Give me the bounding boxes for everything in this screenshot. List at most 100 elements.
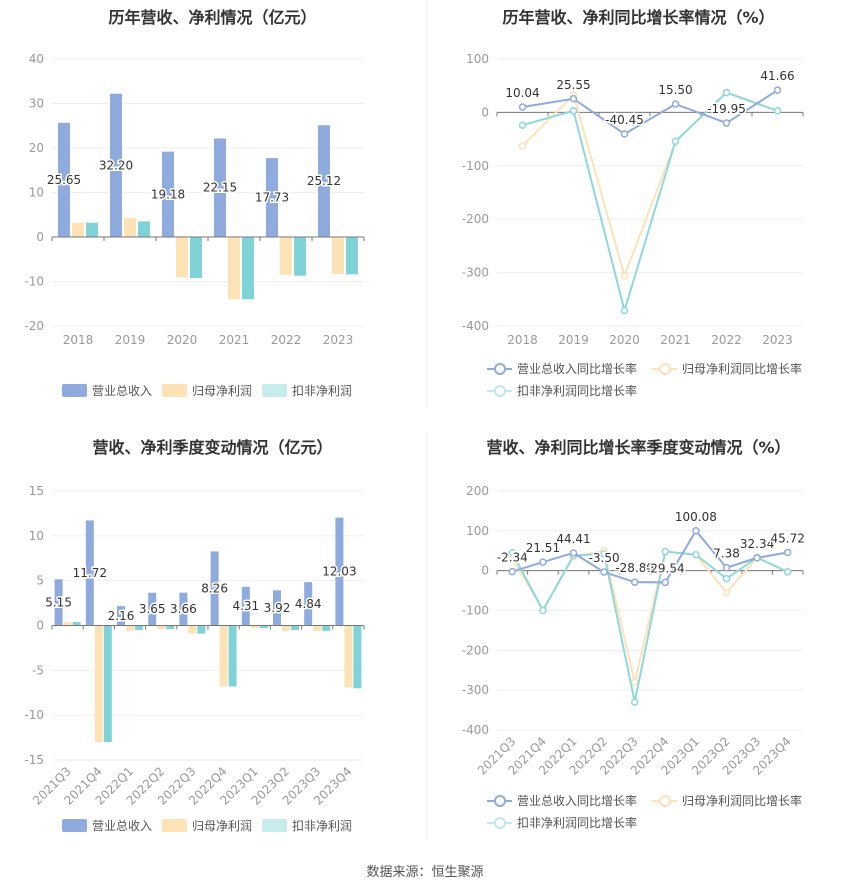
y-tick-label: 0 (481, 564, 489, 578)
y-tick-label: 40 (29, 52, 44, 66)
revenue-bar (214, 138, 226, 237)
annual-growth-rate-chart: 历年营收、净利同比增长率情况（%） 100 0 -100 -200 -300 -400 20… (427, 0, 850, 415)
divider-bottom (426, 432, 427, 840)
revenue-growth-data-label: 25.55 (556, 78, 590, 92)
deducted-profit-bar (228, 625, 237, 687)
x-tick-label: 2019 (558, 333, 589, 347)
revenue-bar (335, 517, 344, 626)
y-tick-label: 20 (29, 141, 44, 155)
deducted-growth-point (773, 107, 782, 115)
revenue-growth-point (773, 86, 782, 94)
legend-revenue-swatch (62, 384, 87, 397)
revenue-growth-data-label: -19.95 (707, 102, 746, 116)
net-profit-bar (72, 222, 84, 237)
revenue-bar (210, 551, 219, 626)
legend-revenue-growth[interactable]: 营业总收入同比增长率 (487, 792, 637, 809)
y-tick-label: 0 (36, 230, 44, 244)
revenue-growth-point (569, 549, 578, 557)
x-tick-label: 2020 (609, 333, 640, 347)
legend-net-profit-growth[interactable]: 归母净利润同比增长率 (652, 792, 802, 809)
legend-revenue[interactable]: 营业总收入 (62, 382, 152, 399)
legend-net-profit[interactable]: 归母净利润 (162, 382, 252, 399)
net-profit-growth-point (518, 142, 527, 150)
net-profit-growth-point (722, 588, 731, 597)
annual-bar-plot: 40 30 20 10 0 -10 -20 2018 2019 2020 2021 2022 2023 2… (24, 52, 365, 347)
y-tick-label: -200 (462, 212, 489, 226)
net-profit-bar (282, 625, 290, 631)
y-tick-label: 0 (36, 619, 44, 633)
legend-net-profit-growth-swatch (652, 794, 677, 807)
revenue-growth-data-label: 100.08 (675, 510, 717, 524)
net-profit-bar (157, 625, 166, 630)
y-tick-label: -15 (24, 753, 44, 767)
chart-legend: 营业总收入 归母净利润 扣非净利润 (0, 815, 425, 845)
revenue-growth-data-label: 21.51 (526, 541, 560, 555)
revenue-growth-point (569, 95, 578, 103)
revenue-growth-data-label: -28.89 (615, 561, 654, 575)
revenue-growth-point (692, 527, 700, 535)
y-tick-label: 200 (466, 484, 489, 498)
legend-deducted-growth[interactable]: 扣非净利润同比增长率 (487, 814, 637, 831)
x-tick-label: 2023 (323, 333, 354, 347)
legend-net-profit-swatch (162, 384, 187, 397)
net-profit-bar (280, 237, 292, 275)
revenue-data-label: 19.18 (151, 187, 185, 201)
deducted-growth-point (671, 137, 680, 145)
net-profit-bar (313, 625, 322, 631)
revenue-growth-data-label: -2.34 (497, 551, 528, 565)
net-profit-bar (188, 625, 197, 634)
revenue-bar (162, 151, 174, 237)
legend-revenue-growth-swatch (487, 794, 512, 807)
y-tick-label: -300 (462, 266, 489, 280)
net-profit-bar (250, 625, 259, 629)
chart-legend: 营业总收入同比增长率 归母净利润同比增长率 扣非净利润同比增长率 (427, 790, 850, 840)
revenue-data-label: 2.16 (108, 609, 135, 623)
deducted-profit-bar (294, 237, 306, 276)
revenue-growth-data-label: 44.41 (556, 532, 590, 546)
revenue-data-label: 5.15 (45, 595, 72, 609)
deducted-profit-bar (166, 625, 175, 630)
y-tick-label: -100 (462, 159, 489, 173)
deducted-growth-line (511, 550, 789, 703)
legend-net-profit-growth[interactable]: 归母净利润同比增长率 (652, 360, 802, 377)
annual-line-plot: 100 0 -100 -200 -300 -400 2018 2019 2020 2021 2022… (462, 52, 804, 347)
revenue-growth-point (671, 100, 680, 108)
deducted-profit-bar (197, 625, 206, 634)
y-tick-label: -200 (462, 643, 489, 657)
revenue-bar (318, 125, 330, 237)
deducted-profit-bar (242, 237, 254, 300)
legend-deducted-growth[interactable]: 扣非净利润同比增长率 (487, 382, 637, 399)
legend-net-profit-growth-label: 归母净利润同比增长率 (682, 362, 803, 376)
legend-net-profit[interactable]: 归母净利润 (162, 817, 252, 834)
revenue-growth-data-label: -3.50 (589, 551, 620, 565)
revenue-bar (58, 122, 70, 237)
revenue-data-label: 11.72 (73, 566, 107, 580)
legend-deducted-profit[interactable]: 扣非净利润 (262, 817, 352, 834)
x-tick-label: 2018 (63, 333, 94, 347)
legend-revenue-growth-label: 营业总收入同比增长率 (517, 794, 638, 808)
y-tick-label: 100 (466, 52, 489, 66)
revenue-growth-point (661, 578, 670, 587)
revenue-growth-point (518, 103, 527, 111)
net-profit-bar (332, 237, 344, 274)
legend-revenue-label: 营业总收入 (92, 384, 153, 398)
deducted-growth-point (783, 568, 792, 576)
revenue-growth-data-label: -29.54 (646, 561, 685, 575)
revenue-growth-point (508, 567, 517, 576)
revenue-growth-point (722, 563, 731, 572)
legend-revenue[interactable]: 营业总收入 (62, 817, 152, 834)
net-profit-bar (63, 621, 72, 626)
revenue-growth-point (620, 130, 629, 138)
legend-revenue-growth[interactable]: 营业总收入同比增长率 (487, 360, 637, 377)
y-tick-label: 10 (29, 529, 44, 543)
y-tick-label: -400 (462, 723, 489, 737)
revenue-bar (304, 582, 313, 626)
revenue-growth-data-label: 7.38 (713, 547, 740, 561)
legend-deducted-profit-label: 扣非净利润 (292, 819, 353, 833)
deducted-profit-bar (190, 237, 202, 278)
deducted-profit-bar (259, 625, 268, 629)
revenue-bar (266, 158, 278, 237)
legend-deducted-profit[interactable]: 扣非净利润 (262, 382, 352, 399)
y-tick-label: -100 (462, 604, 489, 618)
net-profit-growth-point (620, 272, 629, 280)
